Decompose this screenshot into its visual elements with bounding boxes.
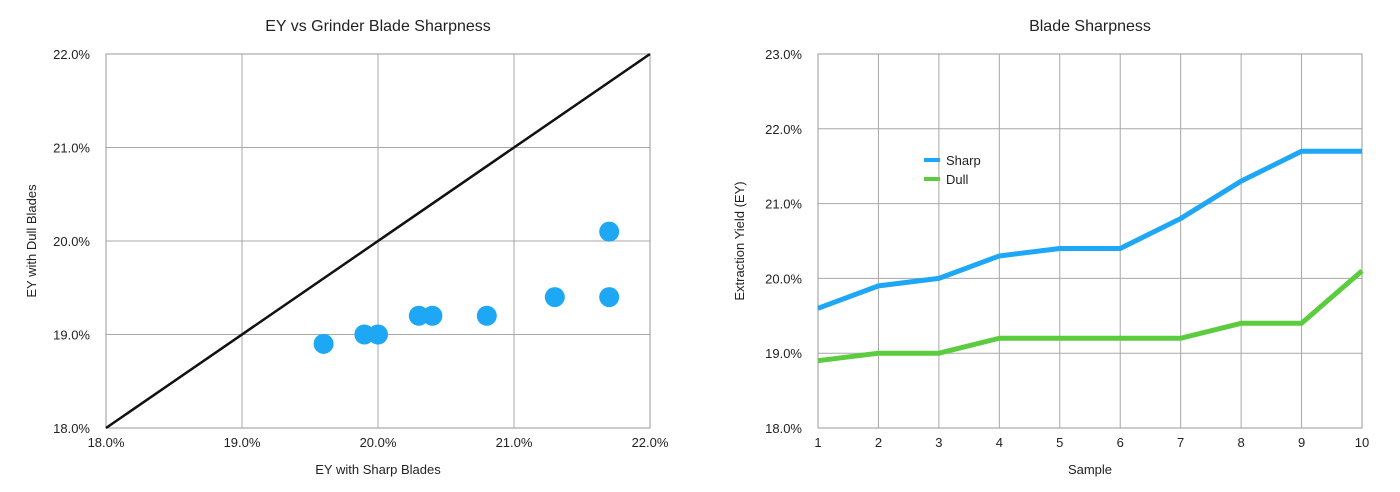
line-y-tick-label: 21.0% (765, 197, 802, 212)
scatter-point (368, 324, 388, 345)
scatter-x-tick-label: 22.0% (632, 435, 669, 450)
scatter-reference-line (105, 52, 651, 430)
scatter-x-tick-label: 20.0% (360, 435, 397, 450)
line-x-tick-label: 1 (814, 435, 821, 450)
scatter-x-tick-label: 21.0% (496, 435, 533, 450)
line-x-tick-label: 6 (1117, 435, 1124, 450)
scatter-x-tick-label: 18.0% (88, 435, 125, 450)
scatter-y-axis-label: EY with Dull Blades (24, 184, 39, 298)
legend-label-dull: Dull (946, 172, 969, 187)
line-y-tick-label: 20.0% (765, 271, 802, 286)
scatter-y-ticks: 18.0% 19.0% 20.0% 21.0% 22.0% (53, 47, 90, 436)
scatter-plot-frame (105, 53, 651, 429)
legend-label-sharp: Sharp (946, 153, 981, 168)
scatter-y-tick-label: 20.0% (53, 234, 90, 249)
line-y-tick-label: 19.0% (765, 346, 802, 361)
line-x-ticks: 1 2 3 4 5 6 7 8 9 10 (814, 435, 1369, 450)
line-y-tick-label: 18.0% (765, 421, 802, 436)
line-x-tick-label: 3 (935, 435, 942, 450)
scatter-x-axis-label: EY with Sharp Blades (315, 462, 441, 477)
line-x-tick-label: 9 (1298, 435, 1305, 450)
scatter-y-tick-label: 22.0% (53, 47, 90, 62)
line-x-tick-label: 8 (1237, 435, 1244, 450)
line-x-tick-label: 5 (1056, 435, 1063, 450)
line-chart-title: Blade Sharpness (1029, 18, 1151, 35)
scatter-chart: EY vs Grinder Blade Sharpness 18.0% 19.0%… (24, 18, 669, 477)
scatter-y-tick-label: 21.0% (53, 141, 90, 156)
scatter-point (544, 287, 565, 308)
line-chart: Blade Sharpness 1 2 3 4 5 6 7 8 9 10 18.0% 19.0% 20… (732, 18, 1369, 477)
scatter-identity-line (105, 52, 651, 430)
scatter-points (313, 221, 620, 354)
line-legend: Sharp Dull (924, 153, 981, 187)
line-x-tick-label: 4 (996, 435, 1003, 450)
line-x-tick-label: 7 (1177, 435, 1184, 450)
line-x-axis-label: Sample (1068, 462, 1112, 477)
scatter-x-tick-label: 19.0% (224, 435, 261, 450)
line-series-dull (817, 269, 1364, 364)
line-y-tick-label: 23.0% (765, 47, 802, 62)
scatter-x-ticks: 18.0% 19.0% 20.0% 21.0% 22.0% (88, 435, 669, 450)
scatter-point (422, 305, 443, 326)
scatter-y-tick-label: 19.0% (53, 328, 90, 343)
line-x-tick-label: 2 (875, 435, 882, 450)
scatter-point (476, 305, 497, 326)
line-x-tick-label: 10 (1355, 435, 1369, 450)
line-plot-frame (817, 53, 1363, 429)
scatter-chart-title: EY vs Grinder Blade Sharpness (265, 18, 491, 35)
line-y-ticks: 18.0% 19.0% 20.0% 21.0% 22.0% 23.0% (765, 47, 802, 436)
scatter-point (313, 333, 334, 354)
scatter-point (599, 287, 620, 308)
scatter-point (599, 221, 620, 242)
line-grid (817, 53, 1363, 429)
line-series (817, 148, 1364, 364)
line-y-axis-label: Extraction Yield (EY) (732, 181, 747, 300)
scatter-y-tick-label: 18.0% (53, 421, 90, 436)
line-y-tick-label: 22.0% (765, 122, 802, 137)
line-series-sharp (817, 148, 1362, 311)
